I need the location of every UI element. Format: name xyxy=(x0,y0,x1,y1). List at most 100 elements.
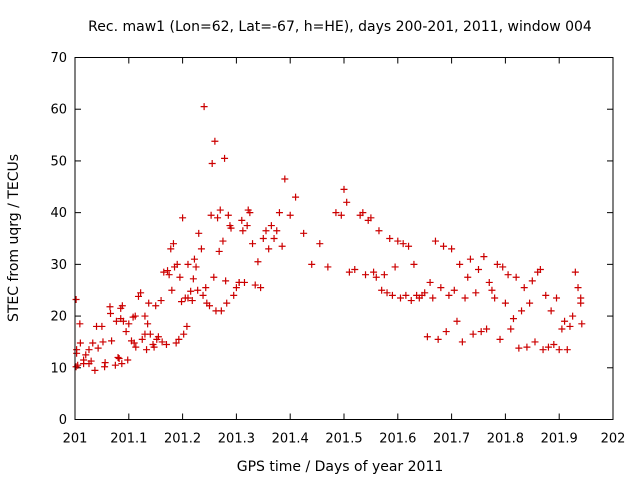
data-point xyxy=(402,291,410,299)
y-tick-label: 30 xyxy=(50,258,67,273)
data-point xyxy=(380,271,388,279)
data-point xyxy=(215,247,223,255)
y-axis-title: STEC from uqrg / TECUs xyxy=(6,154,22,322)
data-point xyxy=(214,214,222,222)
data-point xyxy=(270,235,278,242)
data-point xyxy=(526,299,534,307)
data-point xyxy=(179,214,187,222)
data-point xyxy=(106,303,114,311)
data-point xyxy=(566,322,574,330)
data-point xyxy=(115,354,123,362)
data-point xyxy=(477,328,485,336)
data-point xyxy=(501,299,509,307)
data-point xyxy=(491,294,499,302)
data-point xyxy=(577,299,585,307)
data-point xyxy=(73,349,81,357)
data-point xyxy=(278,242,286,250)
data-point xyxy=(483,325,491,333)
x-tick-label: 201 xyxy=(63,432,88,447)
y-axis-ticks: 0 10 20 30 40 50 60 70 xyxy=(50,51,613,428)
data-point xyxy=(158,338,166,346)
data-point xyxy=(118,360,126,368)
y-tick-label: 20 xyxy=(50,310,67,325)
data-point xyxy=(509,315,517,323)
data-point xyxy=(507,325,515,333)
data-point xyxy=(76,339,84,347)
data-point xyxy=(183,322,191,330)
data-point xyxy=(421,289,429,297)
data-point xyxy=(518,307,526,315)
data-point xyxy=(440,242,448,250)
y-tick-label: 50 xyxy=(50,154,67,169)
data-point xyxy=(134,292,142,300)
data-point xyxy=(485,278,493,286)
data-point xyxy=(178,298,186,306)
data-point xyxy=(188,297,196,305)
data-point xyxy=(375,227,383,235)
data-point xyxy=(461,294,469,302)
data-point xyxy=(208,160,216,168)
plot-frame xyxy=(74,57,614,420)
data-point xyxy=(472,289,480,297)
data-point xyxy=(544,343,552,351)
data-point xyxy=(112,317,120,325)
data-point xyxy=(221,154,229,162)
data-point xyxy=(515,344,523,352)
data-point xyxy=(539,346,547,354)
data-point xyxy=(99,338,107,346)
data-point xyxy=(469,330,477,338)
data-point xyxy=(249,240,257,248)
data-point xyxy=(558,325,566,333)
data-point xyxy=(386,235,394,242)
data-point xyxy=(523,343,531,351)
data-point xyxy=(223,299,231,307)
data-point xyxy=(238,216,246,224)
data-point xyxy=(257,284,265,292)
x-tick-label: 201.7 xyxy=(433,432,470,447)
data-point xyxy=(372,273,380,281)
data-point xyxy=(458,338,466,346)
data-point xyxy=(378,286,386,294)
data-point xyxy=(555,346,563,354)
data-point xyxy=(82,351,90,359)
data-point xyxy=(475,266,482,274)
data-point xyxy=(227,224,235,232)
data-point xyxy=(200,103,208,111)
data-point xyxy=(466,255,474,263)
data-point xyxy=(172,339,180,347)
x-axis-ticks: 201 201.1 201.2 201.3 201.4 201.5 201.6 201.7 20… xyxy=(63,57,626,447)
data-point xyxy=(72,363,80,371)
x-tick-label: 202 xyxy=(601,432,626,447)
x-tick-label: 201.1 xyxy=(110,432,147,447)
y-tick-label: 70 xyxy=(50,51,67,66)
data-point xyxy=(184,294,192,302)
data-point xyxy=(211,137,219,145)
data-point xyxy=(243,222,251,230)
data-point xyxy=(499,263,507,271)
data-point xyxy=(169,240,177,248)
data-point xyxy=(316,240,324,248)
data-point xyxy=(286,211,294,219)
data-point xyxy=(488,286,496,294)
data-point xyxy=(337,211,345,219)
data-point xyxy=(569,312,577,320)
data-point xyxy=(167,245,175,253)
data-point xyxy=(308,260,316,268)
data-point xyxy=(76,320,84,328)
data-point xyxy=(217,307,225,315)
data-point xyxy=(493,260,501,268)
data-point xyxy=(216,206,224,214)
data-point xyxy=(267,222,275,230)
data-point xyxy=(141,312,149,320)
data-point xyxy=(152,302,160,310)
data-point xyxy=(273,227,281,235)
data-point xyxy=(108,337,116,345)
data-point xyxy=(187,287,195,295)
data-point xyxy=(107,309,115,317)
data-point xyxy=(154,333,162,341)
data-point xyxy=(89,339,97,347)
data-point xyxy=(399,240,407,248)
data-point xyxy=(448,245,456,253)
data-point xyxy=(262,227,270,235)
